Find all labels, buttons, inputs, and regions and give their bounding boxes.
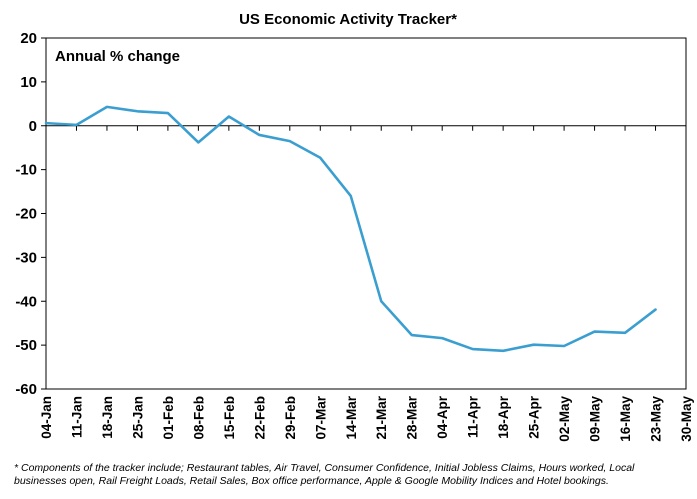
y-axis: 20 10 0 -10 -20 -30 -40 -50 -60 xyxy=(15,30,686,398)
y-tick-label: 0 xyxy=(29,118,37,135)
y-tick-label: -10 xyxy=(15,162,37,179)
x-tick-label: 25-Jan xyxy=(130,396,145,439)
x-tick-label: 28-Mar xyxy=(405,395,420,439)
chart-title: US Economic Activity Tracker* xyxy=(239,11,457,28)
x-tick-label: 23-May xyxy=(649,396,664,442)
x-tick-label: 14-Mar xyxy=(344,395,359,439)
x-tick-label: 11-Jan xyxy=(69,396,84,438)
series-line xyxy=(44,105,657,353)
x-tick-label: 30-May xyxy=(679,396,694,442)
y-tick-label: -60 xyxy=(15,381,37,398)
x-tick-label: 25-Apr xyxy=(527,395,542,439)
x-tick-label: 22-Feb xyxy=(252,396,267,440)
footnote: * Components of the tracker include; Res… xyxy=(14,462,635,487)
inner-label: Annual % change xyxy=(55,48,180,65)
x-tick-label: 16-May xyxy=(618,396,633,442)
x-tick-label: 21-Mar xyxy=(374,395,389,439)
x-tick-label: 02-May xyxy=(557,396,572,442)
y-tick-label: -50 xyxy=(15,337,37,354)
y-tick-label: 20 xyxy=(20,30,37,47)
y-tick-label: -30 xyxy=(15,249,37,266)
x-tick-label: 08-Feb xyxy=(191,396,206,440)
x-tick-label: 18-Apr xyxy=(496,395,511,439)
x-tick-label: 11-Apr xyxy=(466,395,481,438)
x-tick-label: 09-May xyxy=(588,396,603,442)
x-tick-label: 04-Apr xyxy=(435,395,450,439)
x-tick-label: 18-Jan xyxy=(100,396,115,439)
plot-area xyxy=(45,37,687,390)
x-tick-label: 15-Feb xyxy=(222,396,237,440)
x-axis: 04-Jan 11-Jan 18-Jan 25-Jan 01-Feb 08-Feb 15-F… xyxy=(39,125,694,442)
y-tick-label: -20 xyxy=(15,206,37,223)
y-tick-label: 10 xyxy=(20,74,37,91)
x-tick-label: 04-Jan xyxy=(39,396,54,439)
x-tick-label: 29-Feb xyxy=(283,396,298,440)
x-tick-label: 01-Feb xyxy=(161,396,176,440)
y-tick-label: -40 xyxy=(15,293,37,310)
x-tick-label: 07-Mar xyxy=(313,395,328,439)
